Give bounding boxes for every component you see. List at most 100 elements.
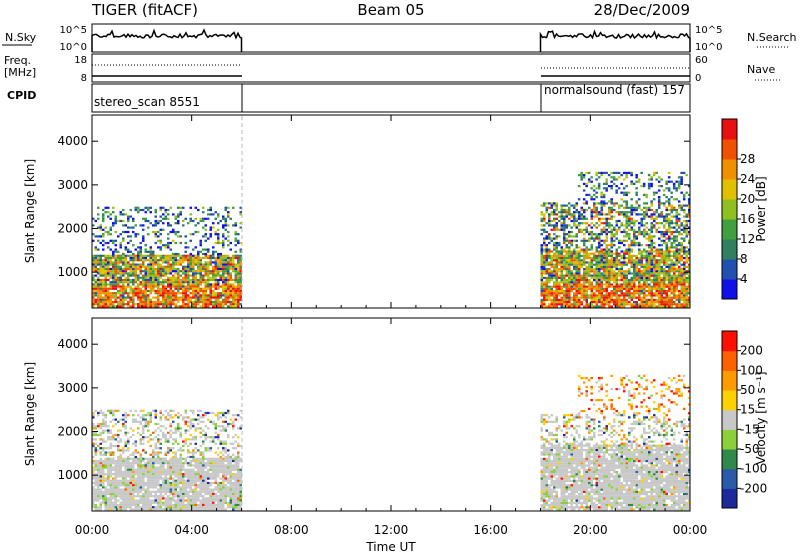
power-cell (184, 250, 187, 253)
power-cell (229, 292, 232, 295)
power-cell (129, 292, 132, 295)
power-cell (565, 296, 568, 299)
power-cell (204, 287, 207, 290)
power-cell (548, 254, 551, 257)
power-cell (147, 289, 150, 293)
velocity-cell (147, 481, 150, 485)
power-cell (112, 250, 115, 253)
power-cell (104, 300, 107, 304)
power-cell (585, 228, 588, 231)
power-cell (102, 215, 105, 218)
power-cell (620, 268, 623, 271)
power-cell (645, 270, 648, 273)
velocity-cell (164, 508, 167, 511)
velocity-cell (152, 508, 155, 511)
power-cell (618, 287, 621, 290)
power-cell (179, 281, 182, 284)
power-cell (588, 272, 591, 275)
power-cell (107, 289, 110, 293)
velocity-cell (134, 486, 137, 489)
power-cell (628, 237, 631, 240)
velocity-cell (202, 457, 205, 460)
power-cell (555, 204, 558, 207)
power-cell (633, 263, 636, 266)
velocity-cell (159, 484, 162, 487)
velocity-cell (134, 473, 137, 476)
power-cell (144, 281, 147, 284)
power-cell (144, 244, 147, 247)
power-cell (650, 235, 653, 238)
power-cell (610, 215, 613, 218)
power-cell (650, 230, 653, 234)
velocity-cell (174, 490, 177, 493)
power-cell (545, 248, 548, 251)
power-cell (627, 191, 631, 194)
power-cell (543, 261, 546, 264)
power-cell (585, 217, 588, 220)
power-cell (217, 303, 220, 306)
velocity-cell (152, 481, 155, 485)
power-cell (610, 276, 613, 279)
power-cell (94, 281, 97, 284)
power-cell (167, 217, 170, 220)
power-cell (540, 294, 543, 297)
power-cell (625, 279, 628, 282)
power-cell (212, 300, 215, 304)
power-cell (575, 270, 578, 273)
power-cell (583, 202, 586, 205)
power-cell (187, 276, 190, 279)
power-cell (563, 276, 566, 279)
power-cell (630, 287, 633, 290)
power-cell (603, 294, 606, 297)
power-cell (658, 292, 661, 295)
power-cell (199, 263, 202, 266)
power-cell (598, 257, 601, 260)
velocity-cell (124, 462, 127, 465)
velocity-cell (107, 506, 110, 509)
power-cell (97, 303, 100, 306)
velocity-cell (107, 457, 110, 460)
power-cell (605, 281, 608, 284)
velocity-cell (134, 501, 137, 504)
power-cell (553, 254, 556, 257)
power-cell (182, 259, 185, 262)
power-cell (675, 287, 678, 290)
power-cell (655, 191, 658, 194)
power-cell (177, 222, 180, 225)
power-cell (104, 211, 107, 214)
power-cell (683, 274, 686, 277)
power-cell (585, 200, 588, 203)
power-cell (660, 301, 663, 304)
power-cell (645, 259, 648, 262)
power-cell (683, 294, 686, 297)
power-cell (184, 289, 187, 293)
power-cell (608, 279, 611, 282)
power-cell (107, 241, 110, 245)
velocity-cell (159, 464, 162, 467)
velocity-cell (187, 468, 190, 471)
power-cell (187, 270, 190, 273)
velocity-cell (94, 499, 97, 502)
velocity-cell (192, 468, 195, 471)
velocity-cell (97, 499, 100, 502)
velocity-cell (167, 503, 170, 507)
power-cell (563, 285, 566, 288)
velocity-cell (127, 466, 130, 469)
velocity-cell (104, 508, 107, 511)
velocity-cell (99, 488, 102, 491)
velocity-cell (142, 473, 145, 476)
power-cell (97, 298, 100, 301)
power-cell (122, 213, 125, 216)
power-cell (543, 257, 546, 260)
power-cell (653, 276, 656, 279)
velocity-cell (169, 492, 172, 496)
power-cell (660, 283, 663, 286)
power-cell (202, 303, 205, 306)
power-cell (222, 235, 225, 238)
power-cell (137, 233, 140, 236)
velocity-cell (197, 477, 200, 480)
power-cell (592, 198, 596, 201)
power-cell (177, 274, 180, 277)
velocity-cell (99, 475, 102, 478)
power-cell (678, 283, 681, 286)
